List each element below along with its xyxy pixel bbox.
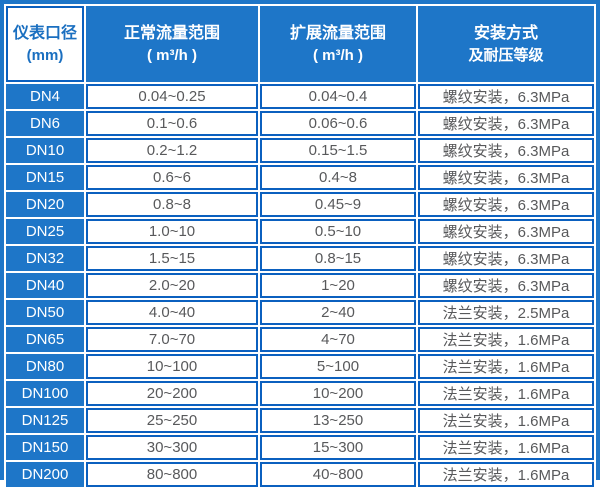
table-row: DN150 30~300 15~300 法兰安装，1.6MPa [6,435,594,460]
cell-normal_flow_range: 0.1~0.6 [86,111,258,136]
cell-normal_flow_range: 0.6~6 [86,165,258,190]
cell-installation_pressure: 法兰安装，1.6MPa [418,435,594,460]
table-row: DN10 0.2~1.2 0.15~1.5 螺纹安装，6.3MPa [6,138,594,163]
cell-diameter: DN150 [6,435,84,460]
cell-extended_flow_range: 0.15~1.5 [260,138,416,163]
cell-extended_flow_range: 0.06~0.6 [260,111,416,136]
cell-extended_flow_range: 15~300 [260,435,416,460]
cell-diameter: DN6 [6,111,84,136]
cell-normal_flow_range: 2.0~20 [86,273,258,298]
cell-installation_pressure: 法兰安装，1.6MPa [418,408,594,433]
cell-extended_flow_range: 1~20 [260,273,416,298]
header-diameter: 仪表口径 (mm) [6,6,84,82]
cell-installation_pressure: 法兰安装，1.6MPa [418,462,594,487]
cell-installation_pressure: 法兰安装，1.6MPa [418,327,594,352]
cell-normal_flow_range: 7.0~70 [86,327,258,352]
header-normal-flow-unit: ( m³/h ) [147,46,197,64]
cell-extended_flow_range: 10~200 [260,381,416,406]
table-row: DN100 20~200 10~200 法兰安装，1.6MPa [6,381,594,406]
cell-diameter: DN80 [6,354,84,379]
cell-extended_flow_range: 40~800 [260,462,416,487]
header-normal-flow-range: 正常流量范围 ( m³/h ) [86,6,258,82]
cell-installation_pressure: 螺纹安装，6.3MPa [418,138,594,163]
table-row: DN50 4.0~40 2~40 法兰安装，2.5MPa [6,300,594,325]
table-row: DN65 7.0~70 4~70 法兰安装，1.6MPa [6,327,594,352]
cell-normal_flow_range: 0.8~8 [86,192,258,217]
cell-diameter: DN125 [6,408,84,433]
header-extended-flow-range: 扩展流量范围 ( m³/h ) [260,6,416,82]
cell-normal_flow_range: 1.0~10 [86,219,258,244]
header-installation-label-line2: 及耐压等级 [468,46,544,64]
cell-diameter: DN200 [6,462,84,487]
cell-normal_flow_range: 80~800 [86,462,258,487]
cell-extended_flow_range: 0.04~0.4 [260,84,416,109]
header-extended-flow-label: 扩展流量范围 [289,24,386,42]
cell-normal_flow_range: 10~100 [86,354,258,379]
cell-extended_flow_range: 0.45~9 [260,192,416,217]
table-row: DN15 0.6~6 0.4~8 螺纹安装，6.3MPa [6,165,594,190]
cell-diameter: DN40 [6,273,84,298]
cell-extended_flow_range: 0.4~8 [260,165,416,190]
cell-normal_flow_range: 0.2~1.2 [86,138,258,163]
table-row: DN125 25~250 13~250 法兰安装，1.6MPa [6,408,594,433]
cell-installation_pressure: 螺纹安装，6.3MPa [418,192,594,217]
cell-diameter: DN15 [6,165,84,190]
cell-extended_flow_range: 13~250 [260,408,416,433]
cell-normal_flow_range: 4.0~40 [86,300,258,325]
cell-installation_pressure: 螺纹安装，6.3MPa [418,111,594,136]
table-row: DN25 1.0~10 0.5~10 螺纹安装，6.3MPa [6,219,594,244]
header-diameter-label: 仪表口径 [12,24,77,42]
table-row: DN200 80~800 40~800 法兰安装，1.6MPa [6,462,594,487]
cell-diameter: DN50 [6,300,84,325]
cell-extended_flow_range: 5~100 [260,354,416,379]
flow-meter-spec-table: 仪表口径 (mm) 正常流量范围 ( m³/h ) 扩展流量范围 ( m³/h … [4,4,596,489]
cell-installation_pressure: 螺纹安装，6.3MPa [418,273,594,298]
cell-extended_flow_range: 2~40 [260,300,416,325]
cell-extended_flow_range: 4~70 [260,327,416,352]
header-diameter-unit: (mm) [26,46,64,64]
table-header: 仪表口径 (mm) 正常流量范围 ( m³/h ) 扩展流量范围 ( m³/h … [6,6,594,82]
cell-diameter: DN10 [6,138,84,163]
table-row: DN4 0.04~0.25 0.04~0.4 螺纹安装，6.3MPa [6,84,594,109]
cell-diameter: DN20 [6,192,84,217]
cell-normal_flow_range: 20~200 [86,381,258,406]
cell-diameter: DN65 [6,327,84,352]
header-normal-flow-label: 正常流量范围 [123,24,220,42]
cell-extended_flow_range: 0.5~10 [260,219,416,244]
cell-normal_flow_range: 1.5~15 [86,246,258,271]
cell-diameter: DN32 [6,246,84,271]
cell-installation_pressure: 螺纹安装，6.3MPa [418,246,594,271]
cell-diameter: DN100 [6,381,84,406]
cell-installation_pressure: 螺纹安装，6.3MPa [418,84,594,109]
cell-normal_flow_range: 25~250 [86,408,258,433]
cell-installation_pressure: 法兰安装，1.6MPa [418,354,594,379]
cell-installation_pressure: 螺纹安装，6.3MPa [418,219,594,244]
table-row: DN20 0.8~8 0.45~9 螺纹安装，6.3MPa [6,192,594,217]
table-body: DN4 0.04~0.25 0.04~0.4 螺纹安装，6.3MPa DN6 0.1~0.… [6,84,594,487]
table-row: DN80 10~100 5~100 法兰安装，1.6MPa [6,354,594,379]
table-row: DN6 0.1~0.6 0.06~0.6 螺纹安装，6.3MPa [6,111,594,136]
cell-diameter: DN4 [6,84,84,109]
cell-extended_flow_range: 0.8~15 [260,246,416,271]
cell-normal_flow_range: 0.04~0.25 [86,84,258,109]
header-installation: 安装方式 及耐压等级 [418,6,594,82]
header-row: 仪表口径 (mm) 正常流量范围 ( m³/h ) 扩展流量范围 ( m³/h … [6,6,594,82]
header-installation-label-line1: 安装方式 [473,24,538,42]
header-extended-flow-unit: ( m³/h ) [313,46,363,64]
cell-diameter: DN25 [6,219,84,244]
cell-installation_pressure: 法兰安装，2.5MPa [418,300,594,325]
cell-installation_pressure: 螺纹安装，6.3MPa [418,165,594,190]
table-row: DN40 2.0~20 1~20 螺纹安装，6.3MPa [6,273,594,298]
cell-normal_flow_range: 30~300 [86,435,258,460]
table-row: DN32 1.5~15 0.8~15 螺纹安装，6.3MPa [6,246,594,271]
cell-installation_pressure: 法兰安装，1.6MPa [418,381,594,406]
